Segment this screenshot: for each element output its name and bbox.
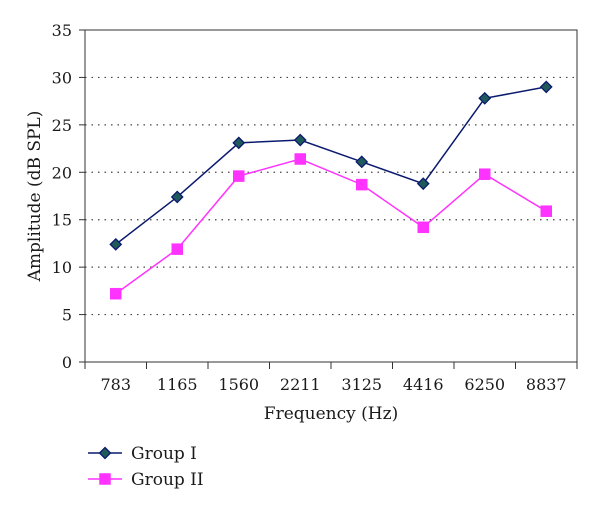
series-group xyxy=(109,80,553,300)
x-tick-label: 3125 xyxy=(341,375,382,394)
point-group-i-3125 xyxy=(355,155,369,169)
point-group-i-783 xyxy=(109,237,123,251)
plot-area-border xyxy=(84,29,578,363)
x-tick-label: 1560 xyxy=(218,375,259,394)
point-group-ii-4416 xyxy=(417,221,429,234)
x-tick-label: 8837 xyxy=(526,375,567,394)
series-line-group-ii xyxy=(115,158,547,295)
x-tick-label: 4416 xyxy=(403,375,444,394)
point-group-ii-8837 xyxy=(540,205,552,217)
y-tick-label: 10 xyxy=(52,258,72,277)
point-group-i-2211 xyxy=(293,133,307,147)
x-tick-label: 1165 xyxy=(157,375,198,394)
point-group-i-1165 xyxy=(170,190,184,204)
y-tick-label: 35 xyxy=(52,21,72,40)
legend-marker-group-i xyxy=(98,446,112,460)
y-tick-label: 15 xyxy=(52,211,72,230)
series-line-group-i xyxy=(115,86,547,245)
grid-lines xyxy=(85,76,577,316)
y-tick-label: 0 xyxy=(62,353,72,372)
point-group-ii-3125 xyxy=(356,178,368,191)
y-axis: 0 5 10 15 20 25 30 35 xyxy=(52,21,85,372)
legend-marker-group-ii xyxy=(99,473,111,485)
point-group-i-1560 xyxy=(232,136,246,150)
point-group-ii-783 xyxy=(110,287,122,300)
legend: Group I Group II xyxy=(88,444,204,490)
legend-label-group-ii: Group II xyxy=(131,470,204,490)
x-axis: 783 1165 1560 2211 3125 4416 6250 8837 xyxy=(84,362,578,394)
x-axis-title: Frequency (Hz) xyxy=(264,404,398,424)
point-group-ii-1165 xyxy=(171,243,183,255)
x-tick-label: 2211 xyxy=(280,375,321,394)
point-group-i-8837 xyxy=(539,80,553,94)
x-tick-label: 6250 xyxy=(464,375,505,394)
y-tick-label: 20 xyxy=(52,163,72,182)
point-group-i-4416 xyxy=(416,177,430,191)
legend-label-group-i: Group I xyxy=(131,444,197,464)
x-tick-label: 783 xyxy=(100,375,131,394)
point-group-ii-2211 xyxy=(294,153,306,165)
y-tick-label: 30 xyxy=(52,68,72,87)
y-axis-title: Amplitude (dB SPL) xyxy=(25,111,45,283)
point-group-ii-1560 xyxy=(233,170,245,182)
point-group-ii-6250 xyxy=(479,168,491,180)
y-tick-label: 25 xyxy=(52,116,72,135)
point-group-i-6250 xyxy=(478,91,492,105)
y-tick-label: 5 xyxy=(62,306,72,325)
